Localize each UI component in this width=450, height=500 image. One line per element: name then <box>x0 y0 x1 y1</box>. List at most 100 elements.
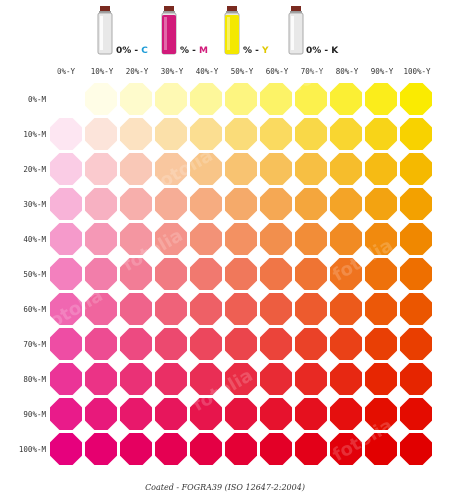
swatch-m40-y50 <box>225 223 257 255</box>
swatch-m30-y20 <box>120 188 152 220</box>
row-label-80: 80%-M <box>23 375 46 384</box>
swatch-m40-y20 <box>120 223 152 255</box>
swatch-m80-y30 <box>155 363 187 395</box>
swatch-m20-y60 <box>260 153 292 185</box>
col-label-60: 60%-Y <box>265 67 289 76</box>
swatch-m40-y100 <box>400 223 432 255</box>
swatch-m20-y50 <box>225 153 257 185</box>
swatch-m60-y20 <box>120 293 152 325</box>
yellow-bottle-icon <box>221 6 243 56</box>
swatch-m30-y40 <box>190 188 222 220</box>
swatch-m0-y20 <box>120 83 152 115</box>
swatch-m10-y90 <box>365 118 397 150</box>
swatch-m20-y100 <box>400 153 432 185</box>
swatch-m60-y90 <box>365 293 397 325</box>
swatch-m70-y70 <box>295 328 327 360</box>
swatch-m40-y90 <box>365 223 397 255</box>
row-label-60: 60%-M <box>23 305 46 314</box>
swatch-m60-y80 <box>330 293 362 325</box>
swatch-m80-y100 <box>400 363 432 395</box>
swatch-m50-y40 <box>190 258 222 290</box>
col-label-20: 20%-Y <box>125 67 149 76</box>
cyan-bottle-icon <box>94 6 116 56</box>
col-label-100: 100%-Y <box>403 67 431 76</box>
swatch-m80-y40 <box>190 363 222 395</box>
swatch-m40-y80 <box>330 223 362 255</box>
swatch-m90-y90 <box>365 398 397 430</box>
row-label-30: 30%-M <box>23 200 46 209</box>
swatch-m100-y60 <box>260 433 292 465</box>
row-label-50: 50%-M <box>23 270 46 279</box>
swatch-m70-y40 <box>190 328 222 360</box>
row-label-10: 10%-M <box>23 130 46 139</box>
swatch-m10-y0 <box>50 118 82 150</box>
swatch-m50-y70 <box>295 258 327 290</box>
swatch-m40-y70 <box>295 223 327 255</box>
swatch-m90-y0 <box>50 398 82 430</box>
swatch-m40-y60 <box>260 223 292 255</box>
swatch-m60-y60 <box>260 293 292 325</box>
legend-black: 0% - K <box>306 46 339 56</box>
col-label-70: 70%-Y <box>300 67 324 76</box>
swatch-m20-y10 <box>85 153 117 185</box>
swatch-m20-y40 <box>190 153 222 185</box>
swatch-m20-y70 <box>295 153 327 185</box>
swatch-m90-y20 <box>120 398 152 430</box>
swatch-m40-y30 <box>155 223 187 255</box>
footer-caption: Coated - FOGRA39 (ISO 12647-2:2004) <box>145 483 305 492</box>
swatch-m100-y70 <box>295 433 327 465</box>
row-label-70: 70%-M <box>23 340 46 349</box>
swatch-m70-y50 <box>225 328 257 360</box>
swatch-m90-y100 <box>400 398 432 430</box>
col-label-90: 90%-Y <box>370 67 394 76</box>
col-label-80: 80%-Y <box>335 67 359 76</box>
col-label-0: 0%-Y <box>56 67 76 76</box>
swatch-m100-y10 <box>85 433 117 465</box>
swatch-m60-y70 <box>295 293 327 325</box>
black-bottle-icon <box>285 6 307 56</box>
swatch-m30-y70 <box>295 188 327 220</box>
legend-yellow: % - Y <box>243 46 269 56</box>
swatch-m100-y90 <box>365 433 397 465</box>
swatch-m30-y10 <box>85 188 117 220</box>
swatch-m80-y50 <box>225 363 257 395</box>
swatch-m100-y40 <box>190 433 222 465</box>
swatch-m40-y0 <box>50 223 82 255</box>
swatch-m90-y60 <box>260 398 292 430</box>
swatch-m50-y20 <box>120 258 152 290</box>
swatch-m30-y30 <box>155 188 187 220</box>
swatch-m90-y40 <box>190 398 222 430</box>
swatch-m20-y90 <box>365 153 397 185</box>
swatch-m90-y70 <box>295 398 327 430</box>
swatch-m0-y80 <box>330 83 362 115</box>
swatch-m80-y10 <box>85 363 117 395</box>
swatch-m70-y20 <box>120 328 152 360</box>
swatch-m0-y60 <box>260 83 292 115</box>
swatch-m30-y0 <box>50 188 82 220</box>
swatch-m80-y90 <box>365 363 397 395</box>
swatch-m60-y100 <box>400 293 432 325</box>
swatch-m50-y10 <box>85 258 117 290</box>
legend-cyan: 0% - C <box>116 46 148 56</box>
swatch-m0-y30 <box>155 83 187 115</box>
swatch-m50-y80 <box>330 258 362 290</box>
swatch-m60-y50 <box>225 293 257 325</box>
magenta-bottle-icon <box>158 6 180 56</box>
swatch-m10-y40 <box>190 118 222 150</box>
swatch-m50-y100 <box>400 258 432 290</box>
swatch-m100-y30 <box>155 433 187 465</box>
legend-magenta: % - M <box>180 46 209 56</box>
swatch-m10-y80 <box>330 118 362 150</box>
swatch-m90-y50 <box>225 398 257 430</box>
row-label-0: 0%-M <box>27 95 46 104</box>
swatch-m70-y100 <box>400 328 432 360</box>
col-label-50: 50%-Y <box>230 67 254 76</box>
swatch-m90-y10 <box>85 398 117 430</box>
swatch-m100-y0 <box>50 433 82 465</box>
row-label-20: 20%-M <box>23 165 46 174</box>
swatch-m70-y60 <box>260 328 292 360</box>
swatch-m30-y80 <box>330 188 362 220</box>
swatch-m20-y0 <box>50 153 82 185</box>
swatch-m30-y100 <box>400 188 432 220</box>
